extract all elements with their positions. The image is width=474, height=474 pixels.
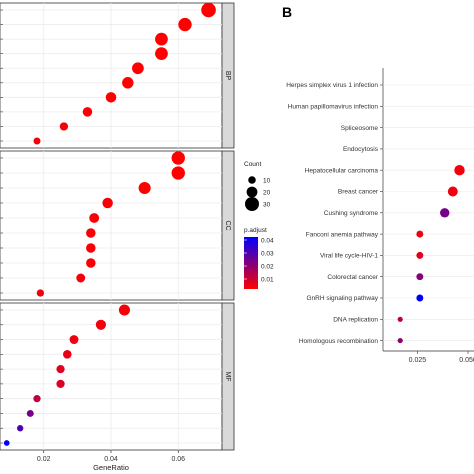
dot-mf bbox=[69, 335, 79, 344]
dot-cc bbox=[36, 289, 45, 297]
dot-cc bbox=[171, 151, 185, 165]
dot-pathway bbox=[397, 338, 403, 344]
facet-strip bbox=[221, 2, 235, 149]
facet-strip-label: CC bbox=[224, 220, 231, 230]
dot-bp bbox=[59, 122, 69, 131]
panel-b-letter: B bbox=[282, 4, 292, 20]
legend-count-dot bbox=[245, 197, 259, 211]
x-axis-title: GeneRatio bbox=[93, 463, 129, 472]
dot-bp bbox=[122, 77, 134, 89]
panel-b: B Herpes simplex virus 1 infection Human p… bbox=[282, 4, 474, 364]
dot-bp bbox=[33, 137, 41, 145]
x-tick-label: 0.050 bbox=[459, 357, 474, 364]
dot-pathway bbox=[416, 273, 424, 281]
dot-pathway bbox=[397, 316, 403, 322]
dot-pathway bbox=[447, 186, 458, 197]
dot-bp bbox=[155, 47, 168, 61]
panel-a-x-axis: 0.02 0.04 0.06 GeneRatio bbox=[37, 450, 185, 472]
category-label: Viral life cycle-HIV-1 bbox=[320, 253, 378, 260]
x-tick-label: 0.025 bbox=[409, 357, 427, 364]
dot-pathway bbox=[416, 294, 424, 302]
dot-mf bbox=[56, 364, 65, 374]
dot-bp bbox=[132, 62, 144, 75]
legend-count-dot bbox=[246, 186, 258, 198]
legend: Count 10 20 30 p.adjust 0.04 0.03 0.02 0.01 bbox=[244, 161, 274, 289]
dot-cc bbox=[86, 258, 96, 268]
legend-padj-title: p.adjust bbox=[244, 227, 267, 234]
legend-count-label: 10 bbox=[263, 178, 271, 185]
dot-bp bbox=[155, 32, 168, 46]
dot-bp bbox=[82, 107, 93, 117]
dot-mf bbox=[17, 425, 24, 432]
legend-padj-label: 0.03 bbox=[261, 251, 274, 258]
dot-bp bbox=[105, 92, 117, 103]
legend-count-label: 20 bbox=[263, 190, 271, 197]
category-label: Endocytosis bbox=[343, 146, 379, 153]
dot-cc bbox=[76, 273, 86, 283]
category-label: Fanconi anemia pathway bbox=[306, 231, 379, 238]
category-label: Human papillomavirus infection bbox=[288, 104, 379, 111]
facet-cc: CC bbox=[0, 150, 235, 301]
category-label: GnRH signaling pathway bbox=[306, 295, 378, 302]
dot-mf bbox=[118, 304, 131, 316]
legend-colorbar bbox=[244, 237, 258, 289]
legend-count-dot bbox=[248, 176, 256, 184]
facet-strip-label: MF bbox=[224, 371, 231, 381]
facet-strip bbox=[221, 150, 235, 301]
category-label: Herpes simplex virus 1 infection bbox=[286, 82, 378, 89]
dot-bp bbox=[178, 17, 192, 32]
legend-padj-label: 0.02 bbox=[261, 264, 274, 271]
category-label: DNA replication bbox=[333, 317, 378, 324]
dot-pathway bbox=[454, 164, 465, 176]
category-label: Breast cancer bbox=[338, 189, 379, 196]
panel-a: BP CC MF 0.02 0.04 0.06 GeneRatio bbox=[0, 2, 235, 472]
x-tick-label: 0.04 bbox=[104, 456, 118, 463]
dot-pathway bbox=[416, 230, 424, 238]
dot-mf bbox=[26, 409, 34, 417]
legend-count-label: 30 bbox=[263, 202, 271, 209]
dot-cc bbox=[102, 197, 113, 209]
dot-mf bbox=[56, 379, 65, 389]
category-label: Cushing syndrome bbox=[324, 210, 379, 217]
dot-mf bbox=[95, 319, 106, 330]
dot-mf bbox=[62, 350, 72, 359]
category-label: Spliceosome bbox=[341, 125, 379, 132]
facet-strip-label: BP bbox=[224, 71, 231, 81]
dot-bp bbox=[201, 2, 216, 18]
facet-bp: BP bbox=[0, 2, 235, 149]
dot-mf bbox=[3, 440, 10, 446]
legend-padj-label: 0.04 bbox=[261, 238, 274, 245]
dot-cc bbox=[86, 228, 96, 238]
dot-mf bbox=[33, 395, 41, 403]
legend-count-title: Count bbox=[244, 161, 262, 168]
dot-cc bbox=[138, 181, 151, 195]
category-label: Hepatocellular carcinoma bbox=[305, 167, 379, 174]
legend-padj-label: 0.01 bbox=[261, 277, 274, 284]
category-label: Homologous recombination bbox=[299, 338, 379, 345]
category-label: Colorectal cancer bbox=[327, 274, 378, 281]
dot-pathway bbox=[440, 208, 450, 218]
facet-mf: MF bbox=[0, 302, 235, 451]
dot-pathway bbox=[416, 251, 424, 259]
dot-cc bbox=[86, 243, 96, 253]
x-tick-label: 0.02 bbox=[37, 456, 51, 463]
x-tick-label: 0.06 bbox=[171, 456, 185, 463]
panel-b-plot-area bbox=[383, 68, 474, 351]
dot-cc bbox=[89, 213, 100, 223]
dot-cc bbox=[171, 166, 185, 180]
facet-strip bbox=[221, 302, 235, 451]
